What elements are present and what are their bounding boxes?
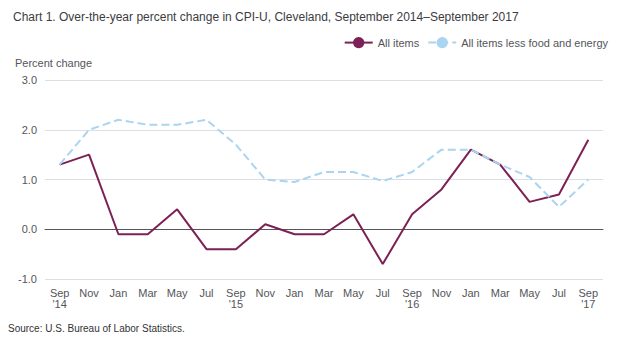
svg-text:1.0: 1.0 bbox=[22, 174, 37, 186]
svg-text:3.0: 3.0 bbox=[22, 74, 37, 86]
svg-text:Nov: Nov bbox=[255, 287, 275, 299]
svg-text:Mar: Mar bbox=[315, 287, 334, 299]
svg-text:Nov: Nov bbox=[432, 287, 452, 299]
svg-text:0.0: 0.0 bbox=[22, 223, 37, 235]
svg-text:'16: '16 bbox=[405, 298, 419, 310]
svg-text:Jul: Jul bbox=[376, 287, 390, 299]
svg-text:Jan: Jan bbox=[286, 287, 304, 299]
svg-text:'17: '17 bbox=[581, 298, 595, 310]
svg-text:May: May bbox=[343, 287, 364, 299]
svg-text:Sep: Sep bbox=[402, 286, 422, 299]
svg-text:Sep: Sep bbox=[226, 286, 246, 299]
svg-text:'14: '14 bbox=[53, 298, 67, 310]
svg-text:Jul: Jul bbox=[552, 287, 566, 299]
svg-text:Mar: Mar bbox=[138, 287, 157, 299]
svg-text:2.0: 2.0 bbox=[22, 124, 37, 136]
svg-text:Jan: Jan bbox=[462, 287, 480, 299]
svg-text:Mar: Mar bbox=[491, 287, 510, 299]
svg-text:Jan: Jan bbox=[110, 287, 128, 299]
svg-text:May: May bbox=[167, 287, 188, 299]
svg-text:Sep: Sep bbox=[578, 286, 599, 299]
svg-text:Chart 1. Over-the-year percent: Chart 1. Over-the-year percent change in… bbox=[13, 10, 519, 24]
svg-text:Nov: Nov bbox=[79, 287, 99, 299]
svg-text:Percent change: Percent change bbox=[15, 57, 92, 69]
svg-text:All items: All items bbox=[378, 37, 420, 49]
svg-text:Sep: Sep bbox=[49, 286, 70, 299]
svg-text:All items less food and energy: All items less food and energy bbox=[461, 37, 608, 49]
svg-text:Source: U.S. Bureau of Labor S: Source: U.S. Bureau of Labor Statistics. bbox=[8, 323, 185, 334]
svg-text:-1.0: -1.0 bbox=[18, 273, 37, 285]
svg-text:Jul: Jul bbox=[199, 287, 213, 299]
svg-text:May: May bbox=[519, 287, 540, 299]
svg-text:'15: '15 bbox=[229, 298, 243, 310]
